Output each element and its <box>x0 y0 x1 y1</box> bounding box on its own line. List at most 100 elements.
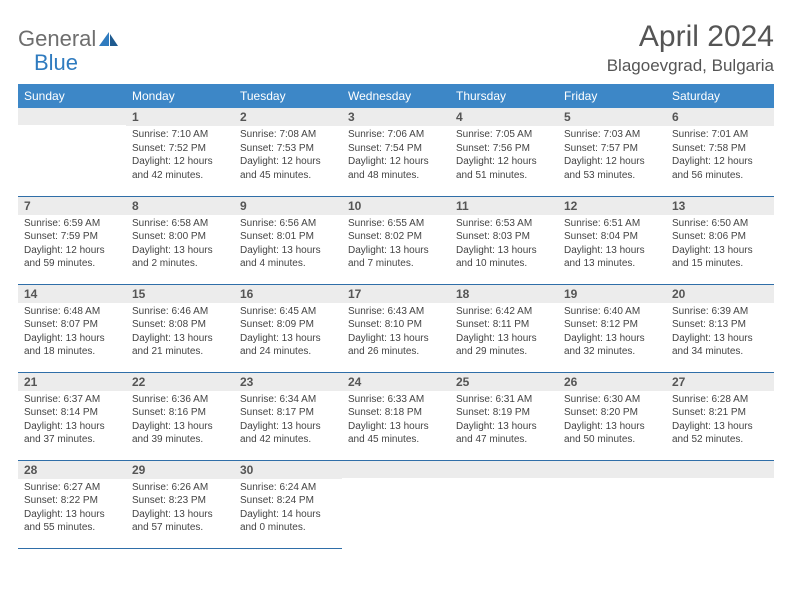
day-details: Sunrise: 6:45 AMSunset: 8:09 PMDaylight:… <box>234 303 342 363</box>
day-number: 9 <box>234 197 342 215</box>
calendar-cell: 21Sunrise: 6:37 AMSunset: 8:14 PMDayligh… <box>18 372 126 460</box>
sunrise-line: Sunrise: 6:46 AM <box>132 305 228 319</box>
calendar-cell: 11Sunrise: 6:53 AMSunset: 8:03 PMDayligh… <box>450 196 558 284</box>
sunset-line: Sunset: 8:19 PM <box>456 406 552 420</box>
day-number: 30 <box>234 461 342 479</box>
calendar-cell <box>18 108 126 196</box>
day-details: Sunrise: 6:26 AMSunset: 8:23 PMDaylight:… <box>126 479 234 539</box>
weekday-header: Saturday <box>666 84 774 108</box>
sunset-line: Sunset: 8:22 PM <box>24 494 120 508</box>
calendar-head: SundayMondayTuesdayWednesdayThursdayFrid… <box>18 84 774 108</box>
daylight-line: Daylight: 13 hours and 10 minutes. <box>456 244 552 271</box>
empty-daynum-bar <box>342 461 450 478</box>
sunset-line: Sunset: 8:07 PM <box>24 318 120 332</box>
calendar-cell: 13Sunrise: 6:50 AMSunset: 8:06 PMDayligh… <box>666 196 774 284</box>
calendar-cell: 9Sunrise: 6:56 AMSunset: 8:01 PMDaylight… <box>234 196 342 284</box>
sunset-line: Sunset: 8:04 PM <box>564 230 660 244</box>
logo-text-general: General <box>18 26 96 52</box>
calendar-cell: 6Sunrise: 7:01 AMSunset: 7:58 PMDaylight… <box>666 108 774 196</box>
day-number: 15 <box>126 285 234 303</box>
sunset-line: Sunset: 8:00 PM <box>132 230 228 244</box>
day-number: 16 <box>234 285 342 303</box>
day-number: 18 <box>450 285 558 303</box>
calendar-cell <box>342 460 450 548</box>
weekday-header-row: SundayMondayTuesdayWednesdayThursdayFrid… <box>18 84 774 108</box>
day-number: 22 <box>126 373 234 391</box>
day-details: Sunrise: 6:43 AMSunset: 8:10 PMDaylight:… <box>342 303 450 363</box>
daylight-line: Daylight: 12 hours and 53 minutes. <box>564 155 660 182</box>
calendar-cell: 10Sunrise: 6:55 AMSunset: 8:02 PMDayligh… <box>342 196 450 284</box>
header: General April 2024 Blagoevgrad, Bulgaria <box>18 20 774 76</box>
day-details: Sunrise: 6:31 AMSunset: 8:19 PMDaylight:… <box>450 391 558 451</box>
sunset-line: Sunset: 8:21 PM <box>672 406 768 420</box>
sunrise-line: Sunrise: 6:59 AM <box>24 217 120 231</box>
day-details: Sunrise: 6:28 AMSunset: 8:21 PMDaylight:… <box>666 391 774 451</box>
daylight-line: Daylight: 13 hours and 26 minutes. <box>348 332 444 359</box>
sunrise-line: Sunrise: 6:27 AM <box>24 481 120 495</box>
calendar-cell: 15Sunrise: 6:46 AMSunset: 8:08 PMDayligh… <box>126 284 234 372</box>
day-details: Sunrise: 6:24 AMSunset: 8:24 PMDaylight:… <box>234 479 342 539</box>
day-number: 2 <box>234 108 342 126</box>
sunset-line: Sunset: 8:18 PM <box>348 406 444 420</box>
daylight-line: Daylight: 12 hours and 48 minutes. <box>348 155 444 182</box>
daylight-line: Daylight: 12 hours and 59 minutes. <box>24 244 120 271</box>
calendar-cell: 8Sunrise: 6:58 AMSunset: 8:00 PMDaylight… <box>126 196 234 284</box>
sunrise-line: Sunrise: 6:40 AM <box>564 305 660 319</box>
weekday-header: Tuesday <box>234 84 342 108</box>
sunrise-line: Sunrise: 7:08 AM <box>240 128 336 142</box>
day-details: Sunrise: 7:05 AMSunset: 7:56 PMDaylight:… <box>450 126 558 186</box>
sunrise-line: Sunrise: 6:39 AM <box>672 305 768 319</box>
calendar-cell: 29Sunrise: 6:26 AMSunset: 8:23 PMDayligh… <box>126 460 234 548</box>
sunset-line: Sunset: 8:08 PM <box>132 318 228 332</box>
sunset-line: Sunset: 8:11 PM <box>456 318 552 332</box>
calendar-week-row: 28Sunrise: 6:27 AMSunset: 8:22 PMDayligh… <box>18 460 774 548</box>
weekday-header: Friday <box>558 84 666 108</box>
daylight-line: Daylight: 13 hours and 50 minutes. <box>564 420 660 447</box>
sunset-line: Sunset: 8:10 PM <box>348 318 444 332</box>
daylight-line: Daylight: 14 hours and 0 minutes. <box>240 508 336 535</box>
daylight-line: Daylight: 13 hours and 2 minutes. <box>132 244 228 271</box>
day-details: Sunrise: 6:46 AMSunset: 8:08 PMDaylight:… <box>126 303 234 363</box>
empty-daynum-bar <box>450 461 558 478</box>
sunset-line: Sunset: 7:53 PM <box>240 142 336 156</box>
daylight-line: Daylight: 12 hours and 45 minutes. <box>240 155 336 182</box>
daylight-line: Daylight: 13 hours and 45 minutes. <box>348 420 444 447</box>
sunset-line: Sunset: 8:13 PM <box>672 318 768 332</box>
sunset-line: Sunset: 8:14 PM <box>24 406 120 420</box>
sunset-line: Sunset: 8:24 PM <box>240 494 336 508</box>
sunrise-line: Sunrise: 6:34 AM <box>240 393 336 407</box>
day-details: Sunrise: 6:55 AMSunset: 8:02 PMDaylight:… <box>342 215 450 275</box>
calendar-cell: 24Sunrise: 6:33 AMSunset: 8:18 PMDayligh… <box>342 372 450 460</box>
daylight-line: Daylight: 13 hours and 37 minutes. <box>24 420 120 447</box>
day-details: Sunrise: 7:10 AMSunset: 7:52 PMDaylight:… <box>126 126 234 186</box>
day-details: Sunrise: 6:36 AMSunset: 8:16 PMDaylight:… <box>126 391 234 451</box>
sunset-line: Sunset: 8:09 PM <box>240 318 336 332</box>
day-number: 6 <box>666 108 774 126</box>
day-number: 26 <box>558 373 666 391</box>
sunrise-line: Sunrise: 6:43 AM <box>348 305 444 319</box>
sunrise-line: Sunrise: 6:58 AM <box>132 217 228 231</box>
day-number: 11 <box>450 197 558 215</box>
sunset-line: Sunset: 7:52 PM <box>132 142 228 156</box>
daylight-line: Daylight: 13 hours and 18 minutes. <box>24 332 120 359</box>
daylight-line: Daylight: 13 hours and 21 minutes. <box>132 332 228 359</box>
calendar-cell: 2 Sunrise: 7:08 AMSunset: 7:53 PMDaylight… <box>234 108 342 196</box>
day-details: Sunrise: 6:34 AMSunset: 8:17 PMDaylight:… <box>234 391 342 451</box>
daylight-line: Daylight: 13 hours and 52 minutes. <box>672 420 768 447</box>
day-number: 17 <box>342 285 450 303</box>
calendar-cell: 18Sunrise: 6:42 AMSunset: 8:11 PMDayligh… <box>450 284 558 372</box>
calendar-cell <box>666 460 774 548</box>
calendar-cell: 30Sunrise: 6:24 AMSunset: 8:24 PMDayligh… <box>234 460 342 548</box>
daylight-line: Daylight: 12 hours and 56 minutes. <box>672 155 768 182</box>
calendar-cell: 25Sunrise: 6:31 AMSunset: 8:19 PMDayligh… <box>450 372 558 460</box>
sunrise-line: Sunrise: 7:03 AM <box>564 128 660 142</box>
sunrise-line: Sunrise: 6:30 AM <box>564 393 660 407</box>
sunrise-line: Sunrise: 6:37 AM <box>24 393 120 407</box>
calendar-cell: 16Sunrise: 6:45 AMSunset: 8:09 PMDayligh… <box>234 284 342 372</box>
day-number: 1 <box>126 108 234 126</box>
daylight-line: Daylight: 13 hours and 24 minutes. <box>240 332 336 359</box>
day-number: 29 <box>126 461 234 479</box>
sunrise-line: Sunrise: 6:55 AM <box>348 217 444 231</box>
sunset-line: Sunset: 7:59 PM <box>24 230 120 244</box>
sunset-line: Sunset: 8:20 PM <box>564 406 660 420</box>
